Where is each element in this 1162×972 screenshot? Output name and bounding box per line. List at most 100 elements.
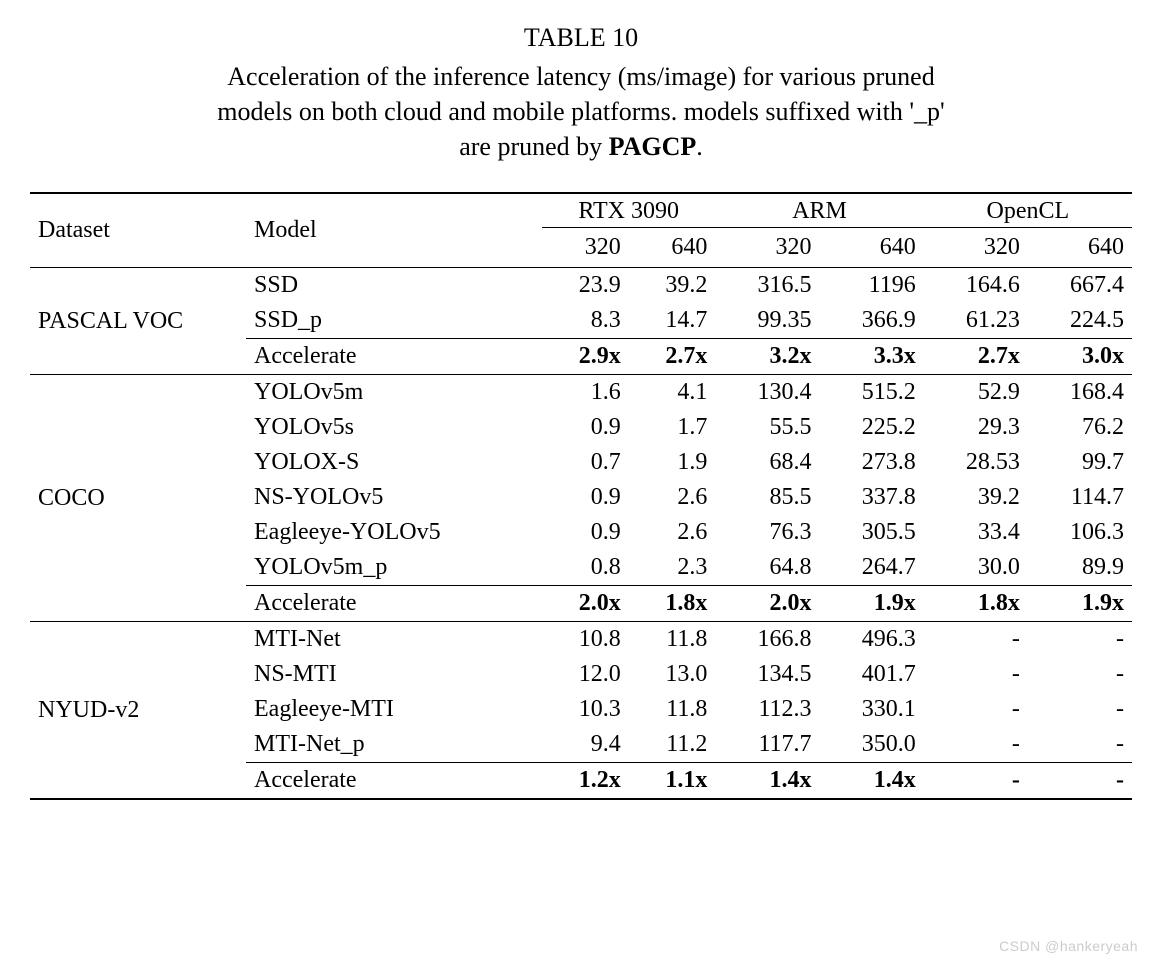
value-cell: 99.7 xyxy=(1028,445,1132,480)
accelerate-label: Accelerate xyxy=(246,763,542,800)
header-platform-2: OpenCL xyxy=(924,193,1132,228)
model-cell: MTI-Net_p xyxy=(246,727,542,763)
dataset-cell: NYUD-v2 xyxy=(30,622,246,800)
value-cell: 0.9 xyxy=(542,480,629,515)
value-cell: - xyxy=(924,622,1028,658)
value-cell: 316.5 xyxy=(715,268,819,304)
header-platform-1: ARM xyxy=(715,193,923,228)
value-cell: 106.3 xyxy=(1028,515,1132,550)
value-cell: 13.0 xyxy=(629,657,716,692)
value-cell: - xyxy=(924,727,1028,763)
value-cell: 68.4 xyxy=(715,445,819,480)
value-cell: 130.4 xyxy=(715,375,819,411)
model-cell: YOLOv5m xyxy=(246,375,542,411)
value-cell: 11.8 xyxy=(629,692,716,727)
caption-line-1: Acceleration of the inference latency (m… xyxy=(227,62,934,91)
value-cell: - xyxy=(924,692,1028,727)
value-cell: 515.2 xyxy=(820,375,924,411)
value-cell: 1196 xyxy=(820,268,924,304)
value-cell: - xyxy=(1028,622,1132,658)
value-cell: 11.2 xyxy=(629,727,716,763)
accelerate-label: Accelerate xyxy=(246,586,542,622)
value-cell: 61.23 xyxy=(924,303,1028,339)
value-cell: 52.9 xyxy=(924,375,1028,411)
model-cell: SSD_p xyxy=(246,303,542,339)
value-cell: 39.2 xyxy=(629,268,716,304)
value-cell: 273.8 xyxy=(820,445,924,480)
accelerate-value: 1.9x xyxy=(820,586,924,622)
table-row: NYUD-v2MTI-Net10.811.8166.8496.3-- xyxy=(30,622,1132,658)
value-cell: 30.0 xyxy=(924,550,1028,586)
caption-line-3a: are pruned by xyxy=(459,132,608,161)
value-cell: 2.3 xyxy=(629,550,716,586)
value-cell: 224.5 xyxy=(1028,303,1132,339)
value-cell: 33.4 xyxy=(924,515,1028,550)
value-cell: 39.2 xyxy=(924,480,1028,515)
header-size-5: 640 xyxy=(1028,228,1132,268)
model-cell: SSD xyxy=(246,268,542,304)
accelerate-value: 2.0x xyxy=(542,586,629,622)
value-cell: 2.6 xyxy=(629,480,716,515)
value-cell: 330.1 xyxy=(820,692,924,727)
latency-table: Dataset Model RTX 3090 ARM OpenCL 320 64… xyxy=(30,192,1132,800)
header-size-1: 640 xyxy=(629,228,716,268)
value-cell: 9.4 xyxy=(542,727,629,763)
model-cell: YOLOv5m_p xyxy=(246,550,542,586)
accelerate-value: 3.0x xyxy=(1028,339,1132,375)
accelerate-value: 1.4x xyxy=(820,763,924,800)
value-cell: 4.1 xyxy=(629,375,716,411)
value-cell: 0.9 xyxy=(542,515,629,550)
model-cell: YOLOv5s xyxy=(246,410,542,445)
value-cell: 14.7 xyxy=(629,303,716,339)
caption-line-2: models on both cloud and mobile platform… xyxy=(217,97,944,126)
value-cell: 2.6 xyxy=(629,515,716,550)
value-cell: 28.53 xyxy=(924,445,1028,480)
table-number: TABLE 10 xyxy=(30,20,1132,55)
model-cell: YOLOX-S xyxy=(246,445,542,480)
value-cell: 99.35 xyxy=(715,303,819,339)
dataset-cell: COCO xyxy=(30,375,246,622)
caption-line-3b: . xyxy=(696,132,703,161)
value-cell: 166.8 xyxy=(715,622,819,658)
header-size-2: 320 xyxy=(715,228,819,268)
value-cell: 350.0 xyxy=(820,727,924,763)
value-cell: 11.8 xyxy=(629,622,716,658)
value-cell: 112.3 xyxy=(715,692,819,727)
accelerate-value: 1.9x xyxy=(1028,586,1132,622)
table-caption: TABLE 10 Acceleration of the inference l… xyxy=(30,20,1132,164)
value-cell: 164.6 xyxy=(924,268,1028,304)
value-cell: 10.3 xyxy=(542,692,629,727)
value-cell: 1.9 xyxy=(629,445,716,480)
header-model: Model xyxy=(246,193,542,268)
accelerate-value: 1.1x xyxy=(629,763,716,800)
value-cell: 496.3 xyxy=(820,622,924,658)
value-cell: 8.3 xyxy=(542,303,629,339)
value-cell: 55.5 xyxy=(715,410,819,445)
value-cell: 401.7 xyxy=(820,657,924,692)
accelerate-value: 3.2x xyxy=(715,339,819,375)
accelerate-value: 1.4x xyxy=(715,763,819,800)
value-cell: 89.9 xyxy=(1028,550,1132,586)
caption-bold: PAGCP xyxy=(609,132,697,161)
value-cell: 64.8 xyxy=(715,550,819,586)
value-cell: 366.9 xyxy=(820,303,924,339)
value-cell: - xyxy=(924,657,1028,692)
value-cell: 23.9 xyxy=(542,268,629,304)
accelerate-value: 2.0x xyxy=(715,586,819,622)
value-cell: 134.5 xyxy=(715,657,819,692)
watermark: CSDN @hankeryeah xyxy=(999,938,1138,954)
accelerate-value: 1.8x xyxy=(629,586,716,622)
value-cell: - xyxy=(1028,727,1132,763)
header-dataset: Dataset xyxy=(30,193,246,268)
value-cell: 76.2 xyxy=(1028,410,1132,445)
value-cell: 305.5 xyxy=(820,515,924,550)
value-cell: 337.8 xyxy=(820,480,924,515)
accelerate-value: 1.8x xyxy=(924,586,1028,622)
value-cell: 0.7 xyxy=(542,445,629,480)
model-cell: Eagleeye-MTI xyxy=(246,692,542,727)
table-row: PASCAL VOCSSD23.939.2316.51196164.6667.4 xyxy=(30,268,1132,304)
value-cell: 10.8 xyxy=(542,622,629,658)
accelerate-value: 2.7x xyxy=(629,339,716,375)
value-cell: 1.6 xyxy=(542,375,629,411)
value-cell: - xyxy=(1028,692,1132,727)
